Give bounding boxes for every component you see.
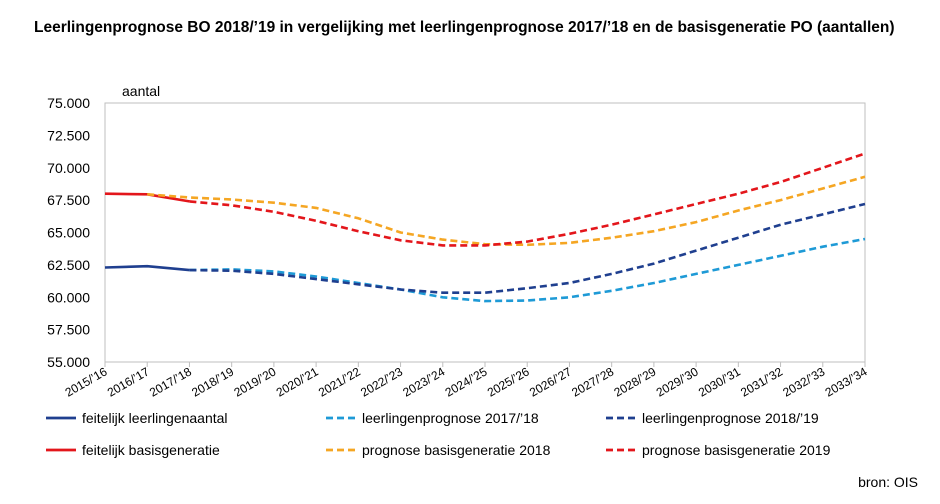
x-tick-labels: 2015/’162016/’172017/’182018/’192019/’20… (63, 364, 870, 399)
x-tick-label: 2026/’27 (527, 364, 574, 399)
y-tick-label: 60.000 (47, 289, 90, 305)
legend-label: leerlingenprognose 2017/’18 (362, 410, 539, 426)
x-tick-label: 2016/’17 (105, 364, 152, 399)
legend-label: feitelijk basisgeneratie (82, 442, 220, 458)
x-tick-label: 2020/’21 (274, 364, 321, 399)
x-tick-label: 2019/’20 (232, 364, 279, 399)
x-tick-label: 2024/’25 (443, 364, 490, 399)
x-tick-label: 2023/’24 (400, 364, 447, 399)
x-tick-label: 2028/’29 (612, 364, 659, 399)
y-tick-label: 75.000 (47, 95, 90, 111)
y-tick-label: 62.500 (47, 257, 90, 273)
x-tick-label: 2030/’31 (696, 364, 743, 399)
y-tick-label: 67.500 (47, 192, 90, 208)
series-line-6 (189, 152, 866, 247)
legend-label: feitelijk leerlingenaantal (82, 410, 228, 426)
chart-title: Leerlingenprognose BO 2018/’19 in vergel… (34, 19, 895, 36)
x-tick-label: 2021/’22 (316, 364, 363, 399)
x-tick-label: 2025/’26 (485, 364, 532, 399)
legend-label: prognose basisgeneratie 2019 (642, 442, 831, 458)
y-tick-label: 57.500 (47, 322, 90, 338)
x-tick-label: 2022/’23 (358, 364, 405, 399)
plot-area-border (104, 102, 866, 363)
series-line-1 (104, 264, 190, 272)
x-tick-label: 2033/’34 (823, 364, 870, 399)
axes (104, 102, 866, 367)
series-line-5 (147, 175, 866, 247)
x-tick-label: 2027/’28 (569, 364, 616, 399)
x-tick-label: 2032/’33 (780, 364, 827, 399)
y-tick-labels: 55.000 57.500 60.000 62.500 65.000 67.500 70.0… (47, 95, 90, 370)
y-tick-label: 72.500 (47, 127, 90, 143)
y-tick-label: 55.000 (47, 354, 90, 370)
legend-label: leerlingenprognose 2018/’19 (642, 410, 819, 426)
source-note: bron: OIS (858, 474, 918, 490)
y-tick-label: 65.000 (47, 225, 90, 241)
y-tick-label: 70.000 (47, 160, 90, 176)
x-tick-label: 2018/’19 (189, 364, 236, 399)
x-tick-label: 2017/’18 (147, 364, 194, 399)
legend: feitelijk leerlingenaantal leerlingenprog… (46, 410, 831, 458)
x-tick-label: 2029/’30 (654, 364, 701, 399)
series-lines (104, 152, 866, 303)
y-axis-label: aantal (122, 83, 160, 99)
legend-label: prognose basisgeneratie 2018 (362, 442, 551, 458)
series-line-3 (189, 202, 866, 294)
series-line-2 (189, 237, 866, 303)
x-tick-label: 2031/’32 (738, 364, 785, 399)
